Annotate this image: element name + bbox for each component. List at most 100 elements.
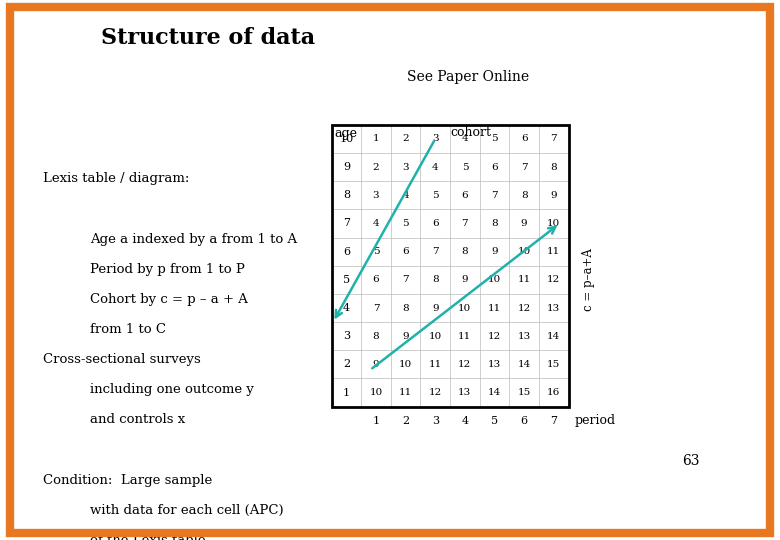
Text: 6: 6 [373,275,379,285]
Text: 8: 8 [491,219,498,228]
Text: 4: 4 [373,219,379,228]
Text: 3: 3 [373,191,379,200]
Text: 5: 5 [373,247,379,256]
Text: 12: 12 [518,303,530,313]
Text: 14: 14 [488,388,501,397]
Text: 5: 5 [462,163,468,172]
Text: c = p–a+A: c = p–a+A [582,248,594,311]
Text: 8: 8 [402,303,409,313]
Text: 3: 3 [432,134,438,144]
Text: 4: 4 [402,191,409,200]
Text: 5: 5 [432,191,438,200]
Text: 3: 3 [431,416,439,426]
Text: 6: 6 [432,219,438,228]
Text: 8: 8 [551,163,557,172]
Text: 11: 11 [518,275,530,285]
Text: Structure of data: Structure of data [101,26,316,49]
Text: 10: 10 [548,219,560,228]
Text: 63: 63 [682,454,700,468]
Text: 6: 6 [520,416,528,426]
Text: 7: 7 [462,219,468,228]
Text: 15: 15 [518,388,530,397]
Text: 9: 9 [342,162,350,172]
Text: of the Lexis table: of the Lexis table [90,534,205,540]
Text: 10: 10 [399,360,412,369]
Text: 6: 6 [491,163,498,172]
Text: 13: 13 [518,332,530,341]
Text: 7: 7 [402,275,409,285]
Text: 5: 5 [491,416,498,426]
Text: 5: 5 [342,275,350,285]
Text: 10: 10 [459,303,471,313]
Text: See Paper Online: See Paper Online [407,70,529,84]
Text: including one outcome y: including one outcome y [90,383,254,396]
Text: 6: 6 [342,247,350,256]
Text: 2: 2 [373,163,379,172]
Text: 7: 7 [521,163,527,172]
Text: 13: 13 [488,360,501,369]
Text: 7: 7 [373,303,379,313]
Text: age: age [335,127,358,140]
Text: 8: 8 [373,332,379,341]
Text: 11: 11 [459,332,471,341]
Text: 5: 5 [491,134,498,144]
Text: 12: 12 [488,332,501,341]
Text: 12: 12 [429,388,441,397]
Text: with data for each cell (APC): with data for each cell (APC) [90,504,283,517]
Text: 4: 4 [342,303,350,313]
Text: Lexis table / diagram:: Lexis table / diagram: [43,172,190,185]
Text: 13: 13 [548,303,560,313]
Text: 5: 5 [402,219,409,228]
Text: 9: 9 [491,247,498,256]
Bar [332,125,569,407]
Text: 4: 4 [461,416,469,426]
Text: 9: 9 [462,275,468,285]
Text: 15: 15 [548,360,560,369]
Text: 4: 4 [432,163,438,172]
Text: cohort: cohort [450,126,491,139]
Text: 10: 10 [429,332,441,341]
Text: 9: 9 [402,332,409,341]
Text: Period by p from 1 to P: Period by p from 1 to P [90,263,245,276]
Text: 7: 7 [343,219,349,228]
Text: 3: 3 [342,331,350,341]
Text: 10: 10 [518,247,530,256]
Text: 3: 3 [402,163,409,172]
Text: 6: 6 [462,191,468,200]
Text: 8: 8 [462,247,468,256]
Text: 14: 14 [548,332,560,341]
Text: 7: 7 [491,191,498,200]
Text: 9: 9 [521,219,527,228]
Text: 11: 11 [548,247,560,256]
Text: Cohort by c = p – a + A: Cohort by c = p – a + A [90,293,247,306]
Text: 1: 1 [373,134,379,144]
Text: 1: 1 [372,416,380,426]
Text: 12: 12 [459,360,471,369]
Text: 16: 16 [548,388,560,397]
Text: 7: 7 [432,247,438,256]
Text: Age a indexed by a from 1 to A: Age a indexed by a from 1 to A [90,233,297,246]
Text: 7: 7 [551,416,557,426]
Text: 9: 9 [551,191,557,200]
Text: 6: 6 [521,134,527,144]
Text: 2: 2 [342,360,350,369]
Text: 1: 1 [342,388,350,397]
Text: 11: 11 [488,303,501,313]
Text: and controls x: and controls x [90,414,185,427]
Text: 8: 8 [521,191,527,200]
Text: 11: 11 [429,360,441,369]
Text: 2: 2 [402,416,410,426]
Text: 4: 4 [462,134,468,144]
Text: 2: 2 [402,134,409,144]
Text: 6: 6 [402,247,409,256]
Text: 10: 10 [339,134,353,144]
Text: 8: 8 [432,275,438,285]
Text: 10: 10 [370,388,382,397]
Text: 14: 14 [518,360,530,369]
Text: 8: 8 [342,190,350,200]
Text: 12: 12 [548,275,560,285]
Text: 9: 9 [432,303,438,313]
Text: period: period [575,414,616,427]
Text: 9: 9 [373,360,379,369]
Text: Cross-sectional surveys: Cross-sectional surveys [43,353,200,366]
